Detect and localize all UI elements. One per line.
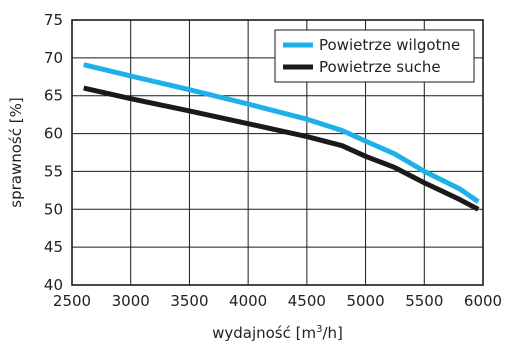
series-line-1 [83,62,480,204]
series-group [83,62,480,212]
y-tick-label: 50 [44,200,63,218]
x-tick-label: 2500 [53,292,91,310]
plot-frame [71,19,484,286]
x-tick-label: 5000 [346,292,384,310]
legend-box [274,29,475,83]
y-tick-label: 75 [44,11,63,29]
legend: Powietrze wilgotne Powietrze suche [274,29,475,83]
x-tick-label: 5500 [405,292,443,310]
y-tick-label: 70 [44,49,63,67]
x-axis-label: wydajność [m3/h] [212,324,343,342]
y-tick-label: 40 [44,276,63,294]
legend-label-2: Powietrze suche [319,58,441,76]
x-tick-label: 4000 [229,292,267,310]
x-tick-label: 6000 [464,292,502,310]
series-line-2 [83,85,480,212]
x-tick-label: 3000 [112,292,150,310]
y-tick-label: 65 [44,87,63,105]
y-axis-label: sprawność [%] [7,97,25,207]
x-tick-label: 3500 [170,292,208,310]
y-tick-label: 55 [44,162,63,180]
legend-label-1: Powietrze wilgotne [319,36,460,54]
y-tick-label: 45 [44,238,63,256]
tick-labels: 2500 3000 3500 4000 4500 5000 5500 6000 40 45 50 55… [44,11,502,310]
y-tick-label: 60 [44,125,63,143]
x-tick-label: 4500 [288,292,326,310]
